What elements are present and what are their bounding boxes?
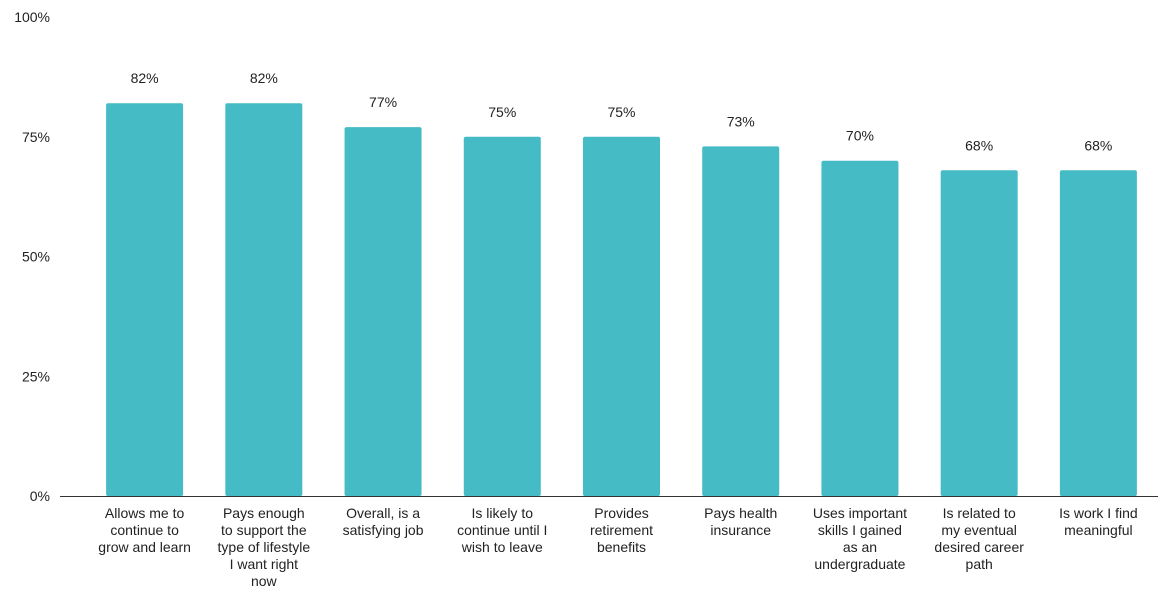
data-label: 68% — [965, 137, 993, 153]
data-label: 82% — [131, 70, 159, 86]
x-tick-label-line: Provides — [594, 505, 648, 521]
data-label: 68% — [1084, 137, 1112, 153]
y-tick-label: 100% — [14, 9, 50, 25]
x-tick-label-line: Is related to — [943, 505, 1016, 521]
data-labels-group: 82% 82% 77% 75% 75% 73% 70% 68% 68% — [131, 70, 1113, 153]
bar — [583, 136, 660, 496]
x-tick-label-line: type of lifestyle — [218, 539, 311, 555]
x-tick-label-line: I want right — [230, 556, 299, 572]
bar — [344, 127, 422, 497]
x-tick-label-line: path — [966, 556, 993, 572]
x-tick-label-line: desired career — [934, 539, 1024, 555]
x-tick-label: Provides retirement benefits — [590, 505, 653, 555]
x-tick-label: Overall, is a satisfying job — [343, 505, 424, 538]
bar — [106, 103, 184, 496]
x-tick-label: Pays enough to support the type of lifesty… — [218, 505, 311, 589]
data-label: 75% — [607, 104, 635, 120]
x-tick-label-line: wish to leave — [461, 539, 543, 555]
y-tick-label: 75% — [22, 129, 50, 145]
x-tick-label-line: undergraduate — [814, 556, 905, 572]
x-tick-label: Is related to my eventual desired career pa… — [934, 505, 1024, 572]
bar — [225, 103, 303, 496]
x-axis: Allows me to continue to grow and learn Pay… — [98, 505, 1137, 589]
x-tick-label: Pays health insurance — [704, 505, 777, 538]
data-label: 82% — [250, 70, 278, 86]
x-tick-label-line: Is likely to — [472, 505, 534, 521]
x-tick-label-line: my eventual — [941, 522, 1016, 538]
x-tick-label-line: Is work I find — [1059, 505, 1138, 521]
x-tick-label: Is work I find meaningful — [1059, 505, 1138, 538]
x-tick-label-line: continue until I — [457, 522, 547, 538]
x-tick-label-line: as an — [843, 539, 877, 555]
x-tick-label-line: insurance — [710, 522, 771, 538]
data-label: 75% — [488, 104, 516, 120]
x-tick-label: Uses important skills I gained as an underg… — [813, 505, 907, 572]
x-tick-label-line: meaningful — [1064, 522, 1133, 538]
x-tick-label-line: Pays health — [704, 505, 777, 521]
x-tick-label-line: grow and learn — [98, 539, 191, 555]
bars-group — [106, 103, 1137, 497]
x-tick-label-line: retirement — [590, 522, 653, 538]
data-label: 70% — [846, 128, 874, 144]
x-tick-label-line: Allows me to — [105, 505, 185, 521]
bar — [463, 136, 541, 496]
bar — [821, 160, 899, 496]
x-tick-label-line: satisfying job — [343, 522, 424, 538]
x-tick-label: Allows me to continue to grow and learn — [98, 505, 191, 555]
bar — [702, 146, 780, 496]
x-tick-label-line: skills I gained — [818, 522, 902, 538]
y-axis: 0% 25% 50% 75% 100% — [14, 9, 50, 504]
bar — [1059, 170, 1137, 496]
y-tick-label: 0% — [30, 488, 50, 504]
x-tick-label-line: Uses important — [813, 505, 907, 521]
y-tick-label: 25% — [22, 368, 50, 384]
x-tick-label-line: now — [251, 573, 278, 589]
data-label: 73% — [727, 113, 755, 129]
x-tick-label-line: Overall, is a — [346, 505, 420, 521]
x-tick-label-line: to support the — [221, 522, 307, 538]
x-tick-label-line: Pays enough — [223, 505, 305, 521]
data-label: 77% — [369, 94, 397, 110]
bar — [940, 170, 1018, 496]
x-tick-label-line: benefits — [597, 539, 646, 555]
y-tick-label: 50% — [22, 249, 50, 265]
x-tick-label-line: continue to — [110, 522, 179, 538]
